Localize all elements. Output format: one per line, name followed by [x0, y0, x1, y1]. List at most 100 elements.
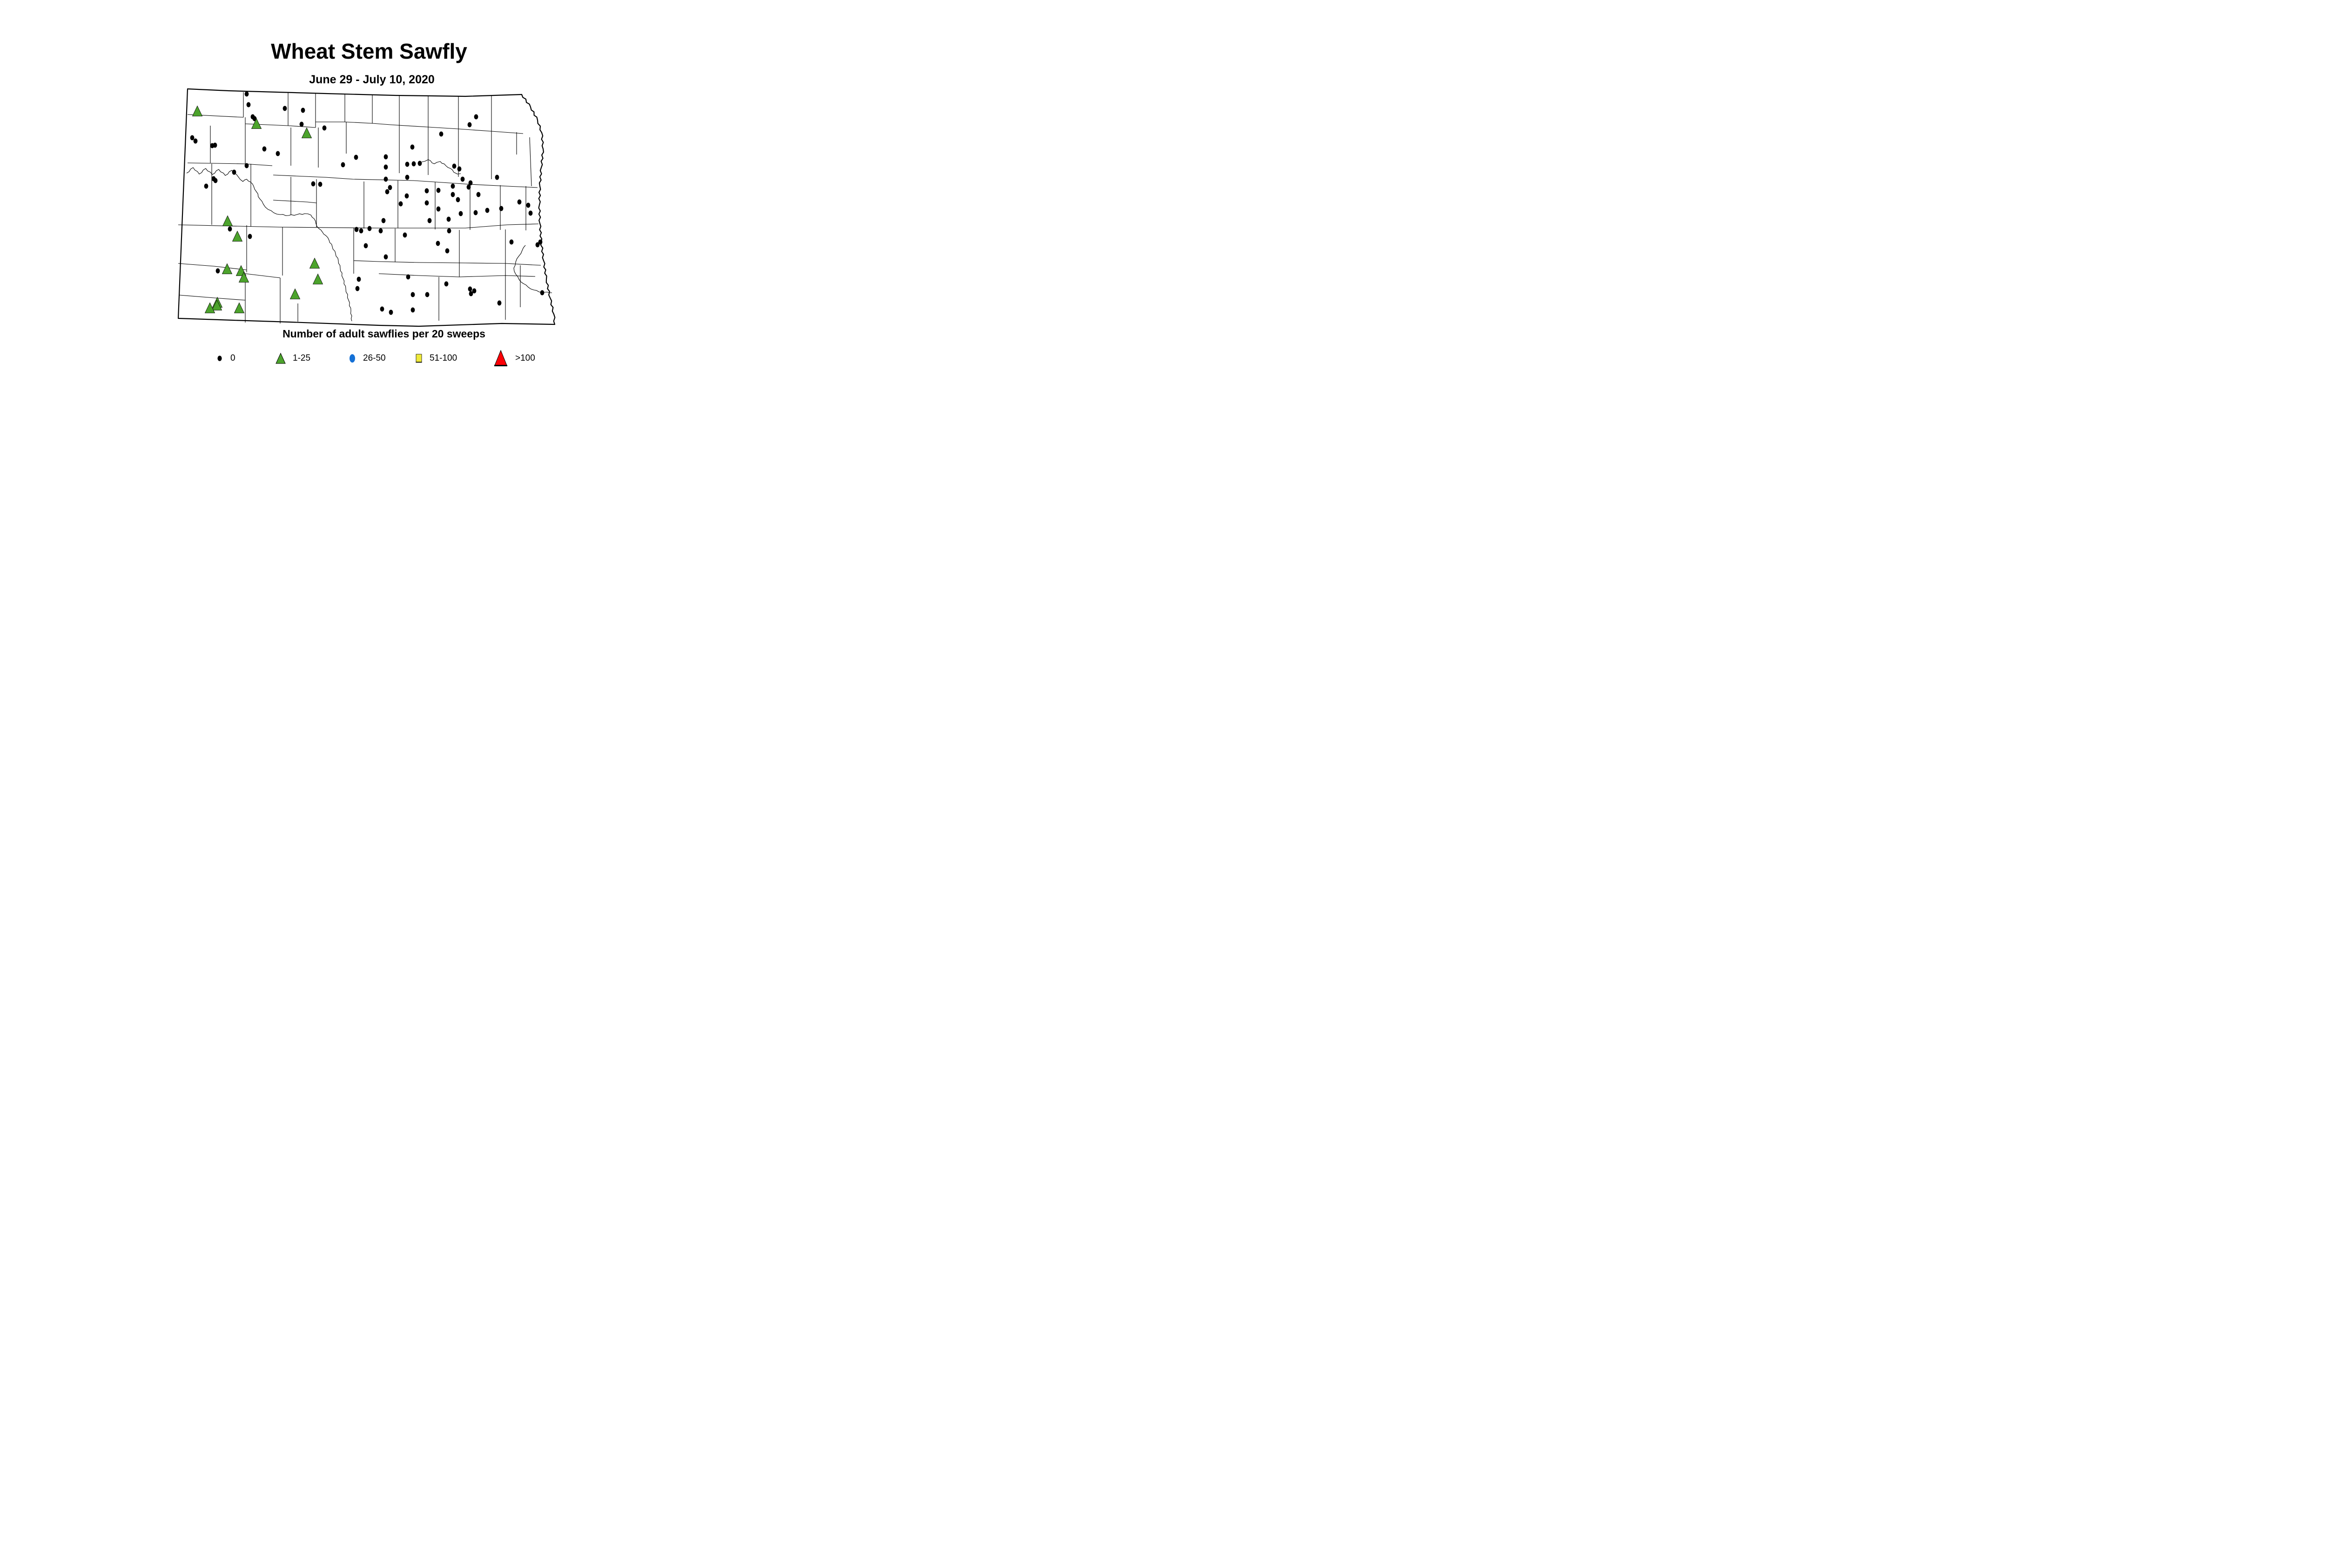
map-marker-0	[246, 102, 251, 108]
map-marker-0	[385, 189, 390, 195]
map-marker-1-25	[232, 230, 243, 242]
map-marker-0	[411, 161, 416, 167]
map-marker-0	[363, 243, 368, 249]
dot-icon	[217, 356, 222, 361]
map-marker-0	[213, 178, 218, 183]
map-marker-0	[457, 166, 462, 172]
map-marker-1-25	[204, 302, 215, 313]
map-marker-0	[456, 197, 460, 202]
map-marker-1-25	[289, 288, 301, 299]
map-marker-1-25	[309, 257, 320, 269]
map-marker-0	[322, 125, 327, 131]
legend-label: 0	[230, 353, 235, 363]
legend-item-over-100: >100	[492, 348, 535, 369]
map-marker-0	[538, 239, 543, 245]
map-marker-0	[495, 175, 499, 180]
map-marker-1-25	[301, 127, 312, 138]
map-marker-0	[383, 254, 388, 260]
map-marker-1-25	[312, 273, 323, 284]
map-marker-0	[403, 232, 407, 238]
legend-label: >100	[515, 353, 535, 363]
map-marker-0	[467, 122, 472, 128]
map-marker-1-25	[192, 105, 203, 116]
map-marker-0	[341, 162, 345, 168]
north-dakota-county-map	[177, 88, 556, 327]
map-marker-0	[383, 154, 388, 160]
map-marker-0	[383, 164, 388, 170]
map-marker-0	[355, 286, 360, 291]
map-marker-0	[232, 169, 236, 175]
date-range-subtitle: June 29 - July 10, 2020	[309, 73, 435, 86]
map-marker-0	[311, 181, 316, 187]
map-marker-1-25	[234, 302, 245, 313]
map-marker-0	[398, 201, 403, 207]
legend-label: 51-100	[430, 353, 457, 363]
map-marker-1-25	[222, 215, 233, 226]
map-marker-0	[383, 176, 388, 182]
map-marker-0	[436, 206, 441, 212]
green-triangle-icon	[276, 352, 286, 364]
map-marker-0	[425, 292, 430, 297]
map-marker-0	[517, 199, 522, 205]
map-marker-0	[417, 161, 422, 166]
legend-title: Number of adult sawflies per 20 sweeps	[282, 328, 485, 340]
map-marker-0	[473, 210, 478, 215]
map-marker-1-25	[211, 299, 222, 310]
legend-item-51-100: 51-100	[414, 348, 457, 369]
map-marker-0	[405, 175, 410, 180]
map-marker-0	[410, 307, 415, 313]
map-marker-0	[248, 234, 252, 239]
map-marker-0	[468, 180, 473, 186]
map-marker-0	[213, 142, 217, 148]
legend-item-26-50: 26-50	[348, 348, 386, 369]
map-marker-0	[451, 192, 455, 197]
map-marker-0	[509, 239, 514, 245]
map-marker-0	[215, 268, 220, 274]
map-marker-0	[190, 135, 195, 141]
map-marker-0	[472, 288, 477, 294]
map-marker-0	[301, 108, 305, 113]
map-marker-0	[388, 185, 392, 190]
map-marker-0	[445, 248, 450, 254]
map-marker-0	[389, 310, 393, 315]
map-marker-0	[282, 106, 287, 111]
map-marker-1-25	[222, 263, 233, 274]
legend-label: 26-50	[363, 353, 386, 363]
legend-label: 1-25	[293, 353, 311, 363]
map-marker-0	[424, 188, 429, 194]
map-marker-0	[451, 183, 455, 189]
map-marker-0	[244, 91, 249, 97]
map-marker-0	[476, 192, 481, 197]
map-marker-0	[193, 138, 198, 144]
map-marker-0	[439, 131, 444, 137]
map-marker-0	[244, 163, 249, 168]
legend-item-1-25: 1-25	[275, 348, 310, 369]
map-marker-0	[381, 218, 386, 223]
map-marker-0	[466, 184, 471, 190]
map-marker-0	[535, 242, 540, 248]
map-marker-0	[262, 146, 267, 152]
legend-item-0: 0	[215, 348, 235, 369]
map-marker-0	[354, 227, 359, 232]
map-marker-0	[405, 162, 410, 167]
map-marker-0	[540, 290, 545, 296]
map-marker-0	[436, 241, 440, 246]
blue-circle-icon	[350, 354, 355, 363]
map-marker-0	[356, 276, 361, 282]
map-marker-0	[427, 218, 432, 223]
map-marker-0	[469, 291, 473, 296]
map-marker-0	[318, 182, 323, 187]
map-marker-0	[436, 188, 441, 193]
map-marker-0	[452, 163, 457, 169]
map-marker-0	[367, 226, 372, 231]
map-marker-0	[424, 200, 429, 206]
map-marker-0	[276, 151, 280, 156]
map-marker-0	[460, 176, 465, 182]
map-marker-0	[228, 226, 232, 232]
map-marker-0	[410, 144, 415, 150]
map-marker-0	[526, 202, 531, 208]
map-marker-0	[204, 183, 208, 189]
map-marker-0	[497, 300, 502, 306]
page-title: Wheat Stem Sawfly	[271, 39, 467, 63]
map-marker-0	[468, 286, 472, 292]
